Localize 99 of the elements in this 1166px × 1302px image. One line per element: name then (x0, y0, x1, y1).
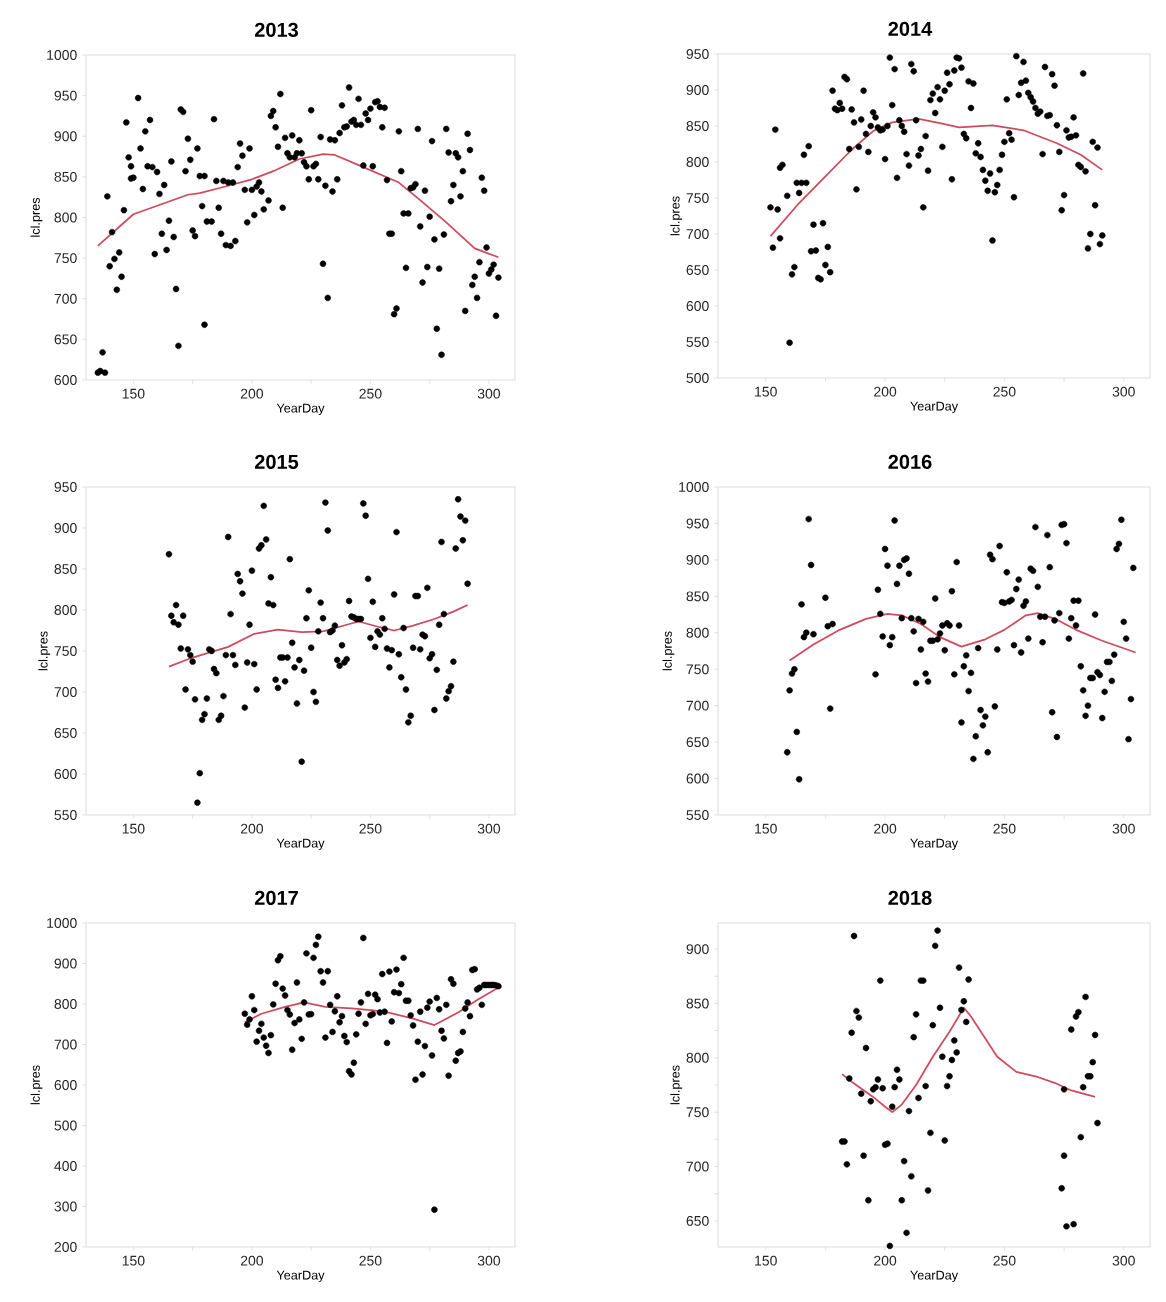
x-tick-label: 150 (122, 388, 145, 399)
x-tick-label: 150 (755, 1255, 777, 1266)
chart-title: 2017 (254, 890, 298, 905)
x-tick-label: 250 (993, 823, 1016, 834)
line-series (841, 1006, 1096, 1114)
y-tick-label: 900 (686, 944, 709, 955)
y-tick-label: 800 (54, 999, 77, 1009)
x-tick-label: 200 (874, 823, 897, 834)
y-tick-label: 500 (686, 373, 709, 383)
y-tick-label: 750 (686, 193, 709, 203)
x-axis-title: YearDay (910, 838, 959, 851)
y-tick-label: 700 (54, 293, 77, 304)
x-tick-label: 300 (1112, 823, 1135, 834)
x-tick-label: 150 (122, 823, 145, 834)
y-axis-title: lcl.pres (670, 1065, 683, 1105)
y-tick-label: 700 (686, 229, 709, 239)
x-axis-title: YearDay (276, 1270, 325, 1283)
y-tick-label: 800 (686, 1052, 709, 1063)
y-tick-label: 900 (686, 85, 709, 95)
x-tick-label: 300 (477, 388, 501, 399)
x-axis-title: YearDay (276, 403, 325, 416)
x-axis-title: YearDay (910, 401, 959, 414)
y-tick-label: 650 (54, 334, 77, 345)
x-tick-label: 300 (1112, 1255, 1135, 1266)
x-tick-label: 250 (359, 1255, 382, 1266)
y-tick-label: 950 (686, 49, 709, 59)
y-tick-label: 800 (54, 212, 77, 223)
y-tick-label: 550 (54, 810, 77, 820)
x-tick-label: 250 (993, 386, 1016, 397)
y-axis-title: lcl.pres (38, 631, 51, 671)
y-tick-label: 600 (686, 301, 709, 311)
y-axis-title: lcl.pres (670, 196, 683, 236)
y-tick-label: 600 (54, 375, 77, 385)
y-tick-label: 850 (686, 121, 709, 131)
y-tick-label: 600 (54, 769, 77, 779)
y-tick-label: 800 (54, 605, 77, 615)
line-series (168, 604, 469, 668)
x-tick-label: 150 (755, 823, 777, 834)
x-tick-label: 200 (874, 386, 897, 397)
x-axis-title: YearDay (276, 838, 325, 851)
y-tick-label: 550 (686, 810, 709, 820)
y-tick-label: 750 (54, 253, 77, 264)
y-tick-label: 650 (686, 265, 709, 275)
y-tick-label: 1000 (47, 918, 77, 928)
y-tick-label: 400 (54, 1161, 77, 1171)
y-tick-label: 600 (54, 1080, 77, 1090)
x-tick-label: 300 (477, 1255, 501, 1266)
y-tick-label: 700 (54, 1039, 77, 1050)
y-tick-label: 900 (54, 523, 77, 533)
y-tick-label: 200 (54, 1242, 77, 1252)
x-tick-label: 200 (240, 823, 264, 834)
y-axis-title: lcl.pres (30, 1065, 43, 1105)
x-tick-label: 200 (874, 1255, 897, 1266)
y-tick-label: 700 (686, 700, 709, 711)
y-tick-label: 550 (686, 337, 709, 347)
y-tick-label: 950 (686, 518, 709, 529)
line-series (788, 612, 1137, 662)
x-tick-label: 300 (1112, 386, 1135, 397)
y-tick-label: 850 (54, 564, 77, 574)
y-tick-label: 650 (686, 737, 709, 748)
y-tick-label: 950 (54, 482, 77, 492)
y-tick-label: 650 (686, 1215, 709, 1226)
x-tick-label: 300 (477, 823, 501, 834)
y-tick-label: 700 (54, 687, 77, 697)
x-tick-label: 200 (240, 1255, 264, 1266)
chart-title: 2014 (888, 21, 933, 36)
y-tick-label: 900 (686, 554, 709, 565)
y-tick-label: 500 (54, 1120, 77, 1131)
x-tick-label: 250 (993, 1255, 1016, 1266)
y-axis-title: lcl.pres (662, 631, 675, 671)
x-tick-label: 250 (359, 388, 382, 399)
y-tick-label: 750 (54, 646, 77, 656)
y-tick-label: 700 (686, 1161, 709, 1172)
y-tick-label: 800 (686, 157, 709, 167)
y-tick-label: 850 (686, 998, 709, 1009)
line-series (769, 117, 1104, 238)
y-tick-label: 750 (686, 1107, 709, 1118)
y-tick-label: 850 (686, 591, 709, 602)
chart-title: 2018 (888, 890, 932, 905)
y-tick-label: 900 (54, 131, 77, 142)
y-axis-title: lcl.pres (30, 197, 43, 237)
y-tick-label: 800 (686, 627, 709, 638)
chart-title: 2015 (254, 454, 299, 469)
y-tick-label: 950 (54, 90, 77, 101)
y-tick-label: 1000 (679, 482, 709, 492)
x-axis-title: YearDay (910, 1270, 959, 1283)
y-tick-label: 650 (54, 728, 77, 738)
y-tick-label: 850 (54, 171, 77, 182)
y-tick-label: 750 (686, 664, 709, 675)
x-tick-label: 250 (359, 823, 382, 834)
chart-title: 2016 (888, 454, 932, 469)
x-tick-label: 150 (122, 1255, 145, 1266)
y-tick-label: 900 (54, 958, 77, 969)
x-tick-label: 150 (755, 386, 777, 397)
y-tick-label: 300 (54, 1201, 77, 1212)
y-tick-label: 600 (686, 773, 709, 784)
y-tick-label: 1000 (47, 50, 77, 60)
x-tick-label: 200 (240, 388, 264, 399)
chart-title: 2013 (254, 22, 299, 37)
